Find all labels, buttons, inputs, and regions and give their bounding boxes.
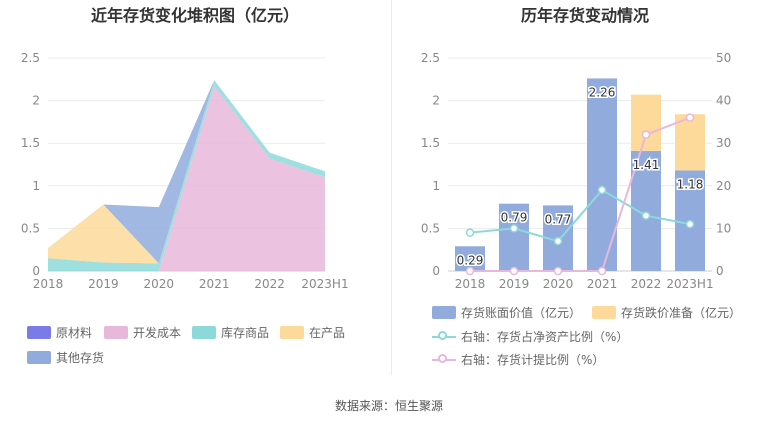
right-y-tick-label: 2 [432,94,440,108]
right-y2-tick-label: 10 [716,221,731,235]
right-chart-title: 历年存货变动情况 [520,6,649,25]
right-legend-item[interactable]: 右轴：存货占净资产比例（%） [432,328,628,345]
left-x-tick-label: 2020 [144,277,175,291]
legend-label: 右轴：存货计提比例（%） [461,353,605,367]
legend-swatch [27,326,51,339]
left-x-tick-label: 2021 [199,277,230,291]
left-legend-item[interactable]: 在产品 [280,324,345,341]
legend-label: 库存商品 [221,326,270,340]
legend-label: 右轴：存货占净资产比例（%） [461,330,629,344]
line-point [685,113,695,122]
legend-label: 在产品 [309,326,346,340]
line-point [465,266,475,276]
right-y2-tick-label: 20 [716,179,731,193]
bar-data-label: 1.18 [677,177,704,191]
right-y-tick-label: 2.5 [421,51,440,65]
right-y2-tick-label: 30 [716,136,731,150]
left-y-tick-label: 0.5 [21,221,40,235]
right-legend-item[interactable]: 存货跌价准备（亿元） [592,304,741,321]
area-series-4 [48,80,325,264]
line-point [509,266,519,276]
right-y-tick-label: 1 [432,179,440,193]
left-x-tick-label: 2018 [33,277,64,291]
line-point [553,266,563,276]
right-x-tick-label: 2018 [455,277,486,291]
bar-book-value [499,203,529,271]
data-source: 数据来源：恒生聚源 [334,399,443,413]
legend-swatch [104,326,128,339]
legend-swatch [592,306,616,319]
bar-data-label: 1.41 [633,158,660,172]
legend-label: 存货跌价准备（亿元） [621,306,742,320]
bar-impairment [675,114,705,171]
left-legend-item[interactable]: 开发成本 [104,324,181,341]
right-x-tick-label: 2021 [587,277,618,291]
legend-swatch [432,330,456,343]
area-series-3 [48,80,325,264]
line-point [465,228,475,237]
legend-label: 存货账面价值（亿元） [461,306,582,320]
right-legend-item[interactable]: 右轴：存货计提比例（%） [432,351,604,368]
area-series-2 [48,80,325,271]
left-legend-item[interactable]: 库存商品 [192,324,269,341]
right-x-tick-label: 2023H1 [666,277,713,291]
bar-data-label: 0.77 [545,212,572,226]
line-point [641,130,651,139]
legend-label: 其他存货 [56,351,105,365]
legend-swatch [432,353,456,366]
left-y-tick-label: 0 [32,264,40,278]
left-legend-item[interactable]: 原材料 [27,324,92,341]
legend-swatch [432,306,456,319]
legend-label: 开发成本 [133,326,182,340]
legend-swatch [280,326,304,339]
legend-label: 原材料 [56,326,93,340]
right-y2-tick-label: 50 [716,51,731,65]
left-y-tick-label: 1.5 [21,136,40,150]
chart-divider [391,0,392,375]
right-x-tick-label: 2020 [543,277,574,291]
left-legend-item[interactable]: 其他存货 [27,349,104,366]
line-point [597,266,607,276]
left-y-tick-label: 2 [32,94,40,108]
right-legend-item[interactable]: 存货账面价值（亿元） [432,304,581,321]
line-series-1 [470,116,691,272]
left-x-tick-label: 2022 [254,277,285,291]
bar-data-label: 0.29 [457,253,484,267]
line-point [597,185,607,195]
right-y-tick-label: 0.5 [421,221,440,235]
right-y-tick-label: 0 [432,264,440,278]
bar-impairment [631,94,661,151]
bar-data-label: 2.26 [589,85,616,99]
right-x-tick-label: 2022 [631,277,662,291]
left-x-tick-label: 2023H1 [301,277,348,291]
bar-book-value [587,78,617,271]
line-point [509,224,519,233]
right-y2-tick-label: 0 [716,264,724,278]
line-series-0 [469,188,691,243]
left-x-tick-label: 2019 [88,277,119,291]
left-y-tick-label: 2.5 [21,51,40,65]
line-point [641,211,651,220]
right-y2-tick-label: 40 [716,94,731,108]
line-point [685,219,695,229]
bar-data-label: 0.79 [501,211,528,225]
left-y-tick-label: 1 [32,179,40,193]
left-chart-title: 近年存货变化堆积图（亿元） [90,6,299,25]
right-x-tick-label: 2019 [499,277,530,291]
right-y-tick-label: 1.5 [421,136,440,150]
legend-swatch [192,326,216,339]
legend-swatch [27,351,51,364]
line-point [553,236,563,246]
